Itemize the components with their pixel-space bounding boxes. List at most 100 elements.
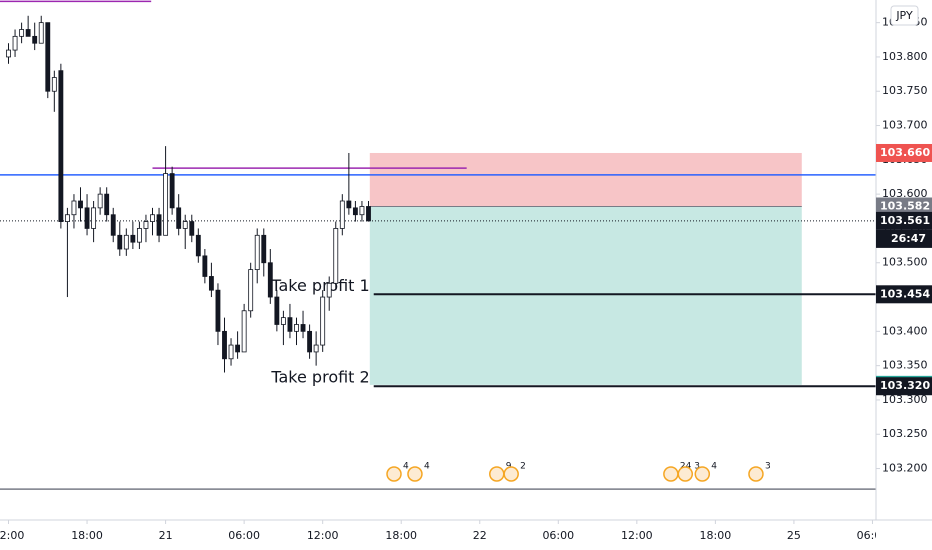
x-tick-label: 21 — [159, 529, 173, 542]
event-marker[interactable] — [386, 466, 402, 482]
countdown: 26:47 — [891, 232, 926, 245]
price-tag — [876, 377, 932, 396]
y-tick-label: 103.350 — [882, 359, 928, 372]
candle-body — [208, 276, 214, 291]
countdown-box — [876, 229, 932, 248]
event-marker[interactable] — [503, 466, 519, 482]
candle-body — [78, 200, 83, 209]
candle-body — [261, 234, 267, 264]
candle-body — [339, 200, 345, 229]
event-count: 9 — [506, 462, 512, 472]
axes: 103.850103.800103.750103.700103.650103.6… — [876, 16, 932, 475]
event-marker[interactable] — [748, 466, 764, 482]
candle-body — [91, 207, 97, 229]
y-tick-label: 103.300 — [882, 393, 928, 406]
candle-body — [333, 228, 339, 284]
candle-body — [143, 221, 149, 229]
y-tick-label: 103.700 — [882, 119, 928, 132]
candle-body — [51, 77, 57, 92]
candle-body — [307, 330, 313, 353]
candle-body — [366, 206, 371, 222]
event-count: 3 — [694, 462, 700, 472]
event-marker[interactable] — [694, 466, 711, 482]
x-tick-label: 12:00 — [307, 529, 339, 542]
x-tick-label: 25 — [787, 529, 801, 542]
candle-body — [123, 234, 129, 250]
candle-body — [71, 200, 77, 216]
candle-body — [163, 173, 169, 236]
candle-body — [12, 35, 18, 51]
price-tag-label: 103.561 — [880, 214, 930, 227]
take-profit-label: Take profit 2 — [270, 368, 369, 387]
candle-body — [110, 214, 116, 236]
candle-body — [280, 317, 286, 325]
candle-body — [254, 234, 260, 271]
event-count: 2 — [520, 462, 526, 472]
target-zone — [369, 206, 802, 385]
x-tick-label: 06:00 — [228, 529, 260, 542]
candle-body — [359, 206, 365, 216]
stop-zone — [369, 152, 802, 207]
event-marker[interactable] — [407, 466, 423, 482]
candle-body — [84, 207, 90, 229]
candle-body — [97, 193, 103, 209]
candle-body — [182, 221, 188, 229]
y-tick-label: 103.600 — [882, 187, 928, 200]
candle-body — [45, 22, 51, 92]
x-tick-label: 18:00 — [71, 529, 103, 542]
event-count: 4 — [424, 462, 430, 472]
candle-body — [176, 207, 182, 229]
price-tag — [876, 143, 932, 162]
candle-body — [326, 282, 332, 298]
event-count: 4 — [711, 462, 717, 472]
x-tick-label: 06:00 — [857, 529, 889, 542]
candle-body — [19, 29, 25, 37]
event-marker[interactable] — [677, 466, 694, 482]
candle-body — [104, 193, 110, 216]
event-marker[interactable] — [663, 466, 679, 482]
price-tag — [876, 197, 932, 216]
candle-body — [294, 324, 299, 332]
currency[interactable]: JPY — [895, 9, 913, 22]
candle-body — [150, 214, 155, 222]
y-tick-label: 103.200 — [882, 462, 928, 475]
candle-body — [156, 214, 162, 236]
y-tick-label: 103.800 — [882, 50, 928, 63]
candle-body — [130, 234, 136, 243]
y-tick-label: 103.750 — [882, 84, 928, 97]
currency-box[interactable] — [890, 5, 919, 26]
candle-body — [25, 29, 31, 37]
event-marker[interactable] — [489, 466, 505, 482]
price-tag-label: 103.582 — [880, 199, 930, 212]
price-tag-label: 103.454 — [880, 287, 930, 300]
candle-body — [136, 228, 142, 243]
x-tick-label: 18:00 — [700, 529, 732, 542]
candle-body — [352, 207, 358, 216]
candle-body — [6, 49, 11, 58]
x-tick-label: 12:00 — [0, 529, 24, 542]
price-tag-label: 103.320 — [880, 379, 930, 392]
price-tag-label: 103.660 — [880, 146, 930, 159]
candle-body — [195, 234, 201, 257]
x-tick-label: 06:00 — [542, 529, 574, 542]
candle-body — [58, 70, 64, 222]
candle-body — [235, 344, 241, 353]
candle-body — [346, 200, 352, 209]
y-tick-label: 103.500 — [882, 256, 928, 269]
candle-body — [117, 234, 123, 250]
candle-body — [202, 255, 208, 277]
candle-body — [169, 173, 175, 209]
candle-body — [248, 269, 254, 312]
candle-body — [228, 344, 234, 360]
candle-body — [32, 35, 38, 44]
candle-body — [287, 317, 293, 332]
take-profit-label: Take profit 1 — [270, 276, 369, 295]
candle-body — [313, 344, 319, 353]
price-tag — [876, 211, 932, 230]
y-tick-label: 103.250 — [882, 427, 928, 440]
candle-body — [64, 214, 70, 222]
candle-body — [320, 296, 326, 346]
